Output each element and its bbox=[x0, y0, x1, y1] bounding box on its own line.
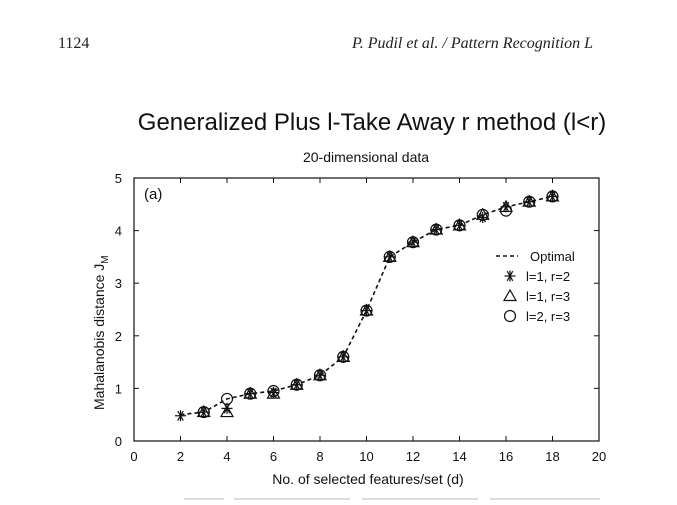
x-tick-label: 14 bbox=[452, 449, 466, 464]
x-tick-label: 6 bbox=[270, 449, 277, 464]
data-point-triangle-l-1-r-3 bbox=[429, 222, 444, 235]
running-title: P. Pudil et al. / Pattern Recognition L bbox=[352, 35, 594, 52]
x-tick-label: 16 bbox=[499, 449, 513, 464]
data-point-triangle-l-1-r-3 bbox=[289, 377, 304, 390]
data-point-circle-l-2-r-3 bbox=[453, 219, 466, 232]
x-tick-label: 8 bbox=[316, 449, 323, 464]
data-point-circle-l-2-r-3 bbox=[476, 208, 489, 221]
legend-symbol-l1-r2 bbox=[504, 270, 516, 282]
legend-marker-circle bbox=[503, 309, 517, 323]
legend-label-l1-r2: l=1, r=2 bbox=[526, 269, 570, 284]
data-point-triangle-l-1-r-3 bbox=[219, 404, 235, 418]
chart-title: Generalized Plus l-Take Away r method (l… bbox=[138, 109, 606, 136]
data-point-circle-l-2-r-3 bbox=[406, 236, 420, 249]
y-tick-label: 1 bbox=[115, 381, 122, 396]
panel-label: (a) bbox=[144, 186, 162, 203]
data-point-triangle-l-1-r-3 bbox=[475, 207, 490, 220]
data-point-circle-l-2-r-3 bbox=[430, 223, 443, 236]
legend-symbol-l2-r3 bbox=[503, 309, 517, 323]
y-tick-label: 2 bbox=[115, 329, 122, 344]
data-point-triangle-l-1-r-3 bbox=[545, 189, 560, 202]
data-point-circle-l-2-r-3 bbox=[546, 190, 559, 203]
y-axis: 0 1 2 3 4 5 bbox=[115, 171, 599, 449]
data-point-circle-l-2-r-3 bbox=[360, 304, 373, 317]
data-point-circle-l-2-r-3 bbox=[523, 195, 536, 208]
x-tick-label: 18 bbox=[545, 449, 559, 464]
data-point-circle-l-2-r-3 bbox=[244, 387, 257, 400]
data-point-triangle-l-1-r-3 bbox=[522, 194, 537, 207]
page-number: 1124 bbox=[58, 35, 90, 52]
x-tick-label: 4 bbox=[223, 449, 230, 464]
y-tick-label: 3 bbox=[115, 276, 122, 291]
x-tick-label: 12 bbox=[406, 449, 420, 464]
y-axis-label-main: Mahalanobis distance J bbox=[91, 264, 107, 410]
data-point-circle-l-2-r-3 bbox=[267, 384, 280, 398]
data-point-triangle-l-1-r-3 bbox=[266, 386, 281, 399]
data-point-circle-l-2-r-3 bbox=[197, 405, 210, 419]
legend-label-l1-r3: l=1, r=3 bbox=[526, 289, 570, 304]
x-tick-label: 20 bbox=[592, 449, 606, 464]
x-tick-label: 10 bbox=[359, 449, 373, 464]
legend-label-optimal: Optimal bbox=[530, 249, 575, 264]
legend-label-l2-r3: l=2, r=3 bbox=[526, 309, 570, 324]
y-tick-label: 4 bbox=[115, 224, 122, 239]
data-marks bbox=[175, 189, 560, 422]
data-point-circle-l-2-r-3 bbox=[499, 204, 513, 217]
data-point-triangle-l-1-r-3 bbox=[405, 234, 421, 248]
data-point-circle-l-2-r-3 bbox=[383, 250, 396, 263]
data-point-circle-l-2-r-3 bbox=[337, 350, 350, 363]
data-point-circle-l-2-r-3 bbox=[220, 392, 234, 406]
data-point-asterisk-l-1-r-2 bbox=[175, 410, 186, 422]
data-point-triangle-l-1-r-3 bbox=[382, 249, 397, 262]
chart-subtitle: 20-dimensional data bbox=[303, 149, 429, 165]
legend: Optimal l=1, r=2 l=1, r=3 l=2, r=3 bbox=[496, 249, 575, 324]
x-tick-label: 0 bbox=[130, 449, 137, 464]
y-axis-label: Mahalanobis distance JM bbox=[91, 255, 111, 410]
legend-symbol-l1-r3 bbox=[502, 288, 518, 302]
data-point-triangle-l-1-r-3 bbox=[359, 303, 374, 316]
data-point-triangle-l-1-r-3 bbox=[243, 386, 258, 399]
data-point-triangle-l-1-r-3 bbox=[196, 404, 211, 418]
data-point-triangle-l-1-r-3 bbox=[336, 349, 351, 362]
legend-marker-triangle bbox=[502, 288, 518, 302]
x-axis-label: No. of selected features/set (d) bbox=[272, 471, 463, 487]
y-tick-label: 0 bbox=[115, 434, 122, 449]
y-tick-label: 5 bbox=[115, 171, 122, 186]
x-tick-label: 2 bbox=[177, 449, 184, 464]
data-point-circle-l-2-r-3 bbox=[313, 369, 327, 382]
data-point-circle-l-2-r-3 bbox=[290, 378, 303, 391]
x-axis: 0 2 4 6 8 10 12 14 16 18 20 bbox=[130, 178, 606, 464]
legend-marker-asterisk bbox=[504, 270, 516, 282]
data-point-triangle-l-1-r-3 bbox=[452, 218, 467, 231]
y-axis-label-subscript: M bbox=[100, 255, 111, 263]
data-point-triangle-l-1-r-3 bbox=[312, 368, 328, 381]
